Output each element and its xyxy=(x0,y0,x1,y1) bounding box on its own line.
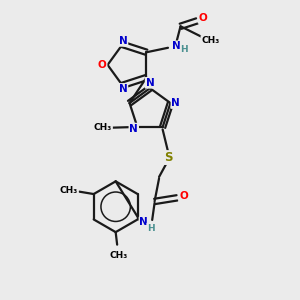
Text: N: N xyxy=(119,84,128,94)
Text: CH₃: CH₃ xyxy=(60,186,78,195)
Text: N: N xyxy=(119,36,128,46)
Text: H: H xyxy=(147,224,155,232)
Text: N: N xyxy=(140,217,148,227)
Text: O: O xyxy=(199,13,207,23)
Text: H: H xyxy=(181,45,188,54)
Text: S: S xyxy=(164,151,173,164)
Text: N: N xyxy=(172,41,181,51)
Text: N: N xyxy=(129,124,138,134)
Text: CH₃: CH₃ xyxy=(201,36,220,45)
Text: CH₃: CH₃ xyxy=(110,251,128,260)
Text: O: O xyxy=(179,191,188,201)
Text: CH₃: CH₃ xyxy=(94,123,112,132)
Text: O: O xyxy=(98,60,106,70)
Text: N: N xyxy=(171,98,180,108)
Text: N: N xyxy=(146,78,154,88)
